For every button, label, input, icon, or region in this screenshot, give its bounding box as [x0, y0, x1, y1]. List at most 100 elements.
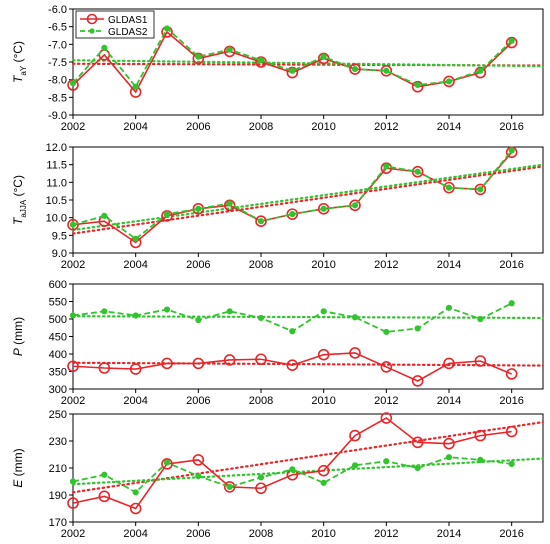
data-point-gldas1: [98, 362, 111, 374]
data-point-gldas2: [414, 464, 421, 472]
y-axis-label-unit: (°C): [11, 175, 25, 200]
x-tick-label: 2006: [186, 121, 210, 133]
data-point-gldas2: [289, 211, 296, 218]
data-point-gldas2: [101, 44, 108, 51]
y-tick-label: 250: [49, 409, 67, 421]
trend-line-gldas1: [71, 165, 545, 235]
data-point-gldas2: [163, 459, 171, 466]
data-point-gldas1: [505, 425, 518, 438]
x-tick-label: 2002: [61, 395, 85, 407]
y-axis-label-main: E: [11, 479, 25, 488]
data-point-gldas2: [477, 67, 484, 74]
data-point-gldas2: [226, 308, 233, 315]
y-axis-label-sub: aY: [19, 65, 28, 75]
y-axis-label-unit: (°C): [11, 41, 25, 66]
y-tick-label: 600: [49, 279, 67, 291]
data-point-gldas1: [317, 464, 330, 477]
data-point-gldas2: [383, 163, 390, 170]
trend-line-gldas2: [71, 315, 545, 320]
data-point-gldas1: [223, 45, 236, 58]
data-point-gldas2: [226, 483, 233, 490]
data-point-gldas2: [257, 314, 265, 322]
y-axis-label: E (mm): [11, 448, 25, 487]
y-tick-label: 11.5: [46, 160, 67, 172]
data-point-gldas1: [223, 354, 236, 366]
data-point-gldas1: [98, 490, 111, 503]
trend-line-gldas2: [71, 163, 545, 232]
data-point-gldas2: [69, 221, 77, 228]
data-point-gldas2: [132, 489, 139, 496]
data-point-gldas2: [351, 202, 359, 209]
data-point-gldas1: [67, 79, 79, 91]
y-axis-label-sub: aJJA: [19, 199, 28, 217]
data-point-gldas2: [163, 25, 171, 32]
data-point-gldas2: [289, 328, 296, 335]
data-point-gldas2: [195, 205, 202, 212]
data-point-gldas1: [255, 482, 267, 495]
y-tick-label: 12.0: [46, 142, 67, 154]
data-point-gldas2: [414, 168, 421, 175]
x-tick-label: 2012: [374, 121, 398, 133]
legend-label-gldas2: GLDAS2: [108, 27, 148, 38]
data-point-gldas1: [505, 36, 518, 49]
legend-marker-gldas2: [89, 28, 95, 34]
y-tick-label: -6.5: [48, 22, 67, 34]
x-tick-label: 2016: [499, 259, 523, 271]
x-tick-label: 2014: [437, 259, 461, 271]
data-point-gldas1: [349, 63, 361, 75]
data-point-gldas1: [161, 357, 173, 370]
data-point-gldas2: [69, 478, 77, 485]
legend-marker-gldas1: [86, 13, 98, 25]
legend-label-gldas1: GLDAS1: [108, 15, 148, 26]
plot-frame: [72, 283, 544, 390]
data-point-gldas2: [163, 306, 171, 313]
data-point-gldas2: [445, 184, 453, 191]
data-point-gldas2: [445, 454, 453, 461]
trend-line-gldas1: [71, 361, 545, 367]
data-point-gldas1: [349, 429, 361, 442]
y-axis-label-main: T: [11, 74, 25, 83]
data-point-gldas2: [383, 328, 390, 336]
data-point-gldas1: [380, 361, 393, 373]
x-tick-label: 2008: [249, 528, 273, 540]
data-point-gldas2: [257, 57, 265, 64]
x-tick-label: 2004: [123, 395, 147, 407]
y-tick-label: 9.0: [52, 248, 67, 260]
x-tick-label: 2010: [311, 259, 335, 271]
x-tick-label: 2010: [311, 528, 335, 540]
x-tick-label: 2002: [61, 528, 85, 540]
data-point-gldas2: [351, 462, 359, 469]
x-tick-label: 2002: [61, 259, 85, 271]
x-tick-label: 2004: [123, 259, 147, 271]
data-point-gldas1: [443, 357, 455, 370]
data-point-gldas1: [161, 210, 173, 222]
x-tick-label: 2016: [499, 121, 523, 133]
data-point-gldas2: [320, 53, 327, 60]
y-tick-label: 550: [49, 297, 67, 309]
data-point-gldas2: [289, 466, 296, 473]
y-tick-label: 450: [49, 332, 67, 344]
data-point-gldas2: [351, 314, 359, 321]
x-tick-label: 2004: [123, 528, 147, 540]
series-line-gldas1: [72, 151, 513, 244]
data-point-gldas2: [383, 67, 390, 74]
data-point-gldas1: [255, 353, 267, 366]
data-point-gldas2: [163, 211, 171, 218]
x-tick-label: 2010: [311, 395, 335, 407]
trend-line-gldas2: [71, 59, 545, 68]
y-tick-label: -7.5: [48, 57, 67, 69]
data-point-gldas1: [317, 348, 330, 361]
data-point-gldas2: [101, 212, 108, 219]
y-tick-label: 11.0: [46, 177, 67, 189]
x-tick-label: 2006: [186, 528, 210, 540]
data-point-gldas1: [380, 162, 393, 174]
y-tick-label: 10.5: [46, 195, 67, 207]
data-point-gldas2: [101, 471, 108, 478]
y-tick-label: 500: [49, 314, 67, 326]
data-point-gldas1: [129, 502, 142, 515]
data-point-gldas2: [132, 235, 139, 242]
data-point-gldas1: [192, 357, 205, 370]
